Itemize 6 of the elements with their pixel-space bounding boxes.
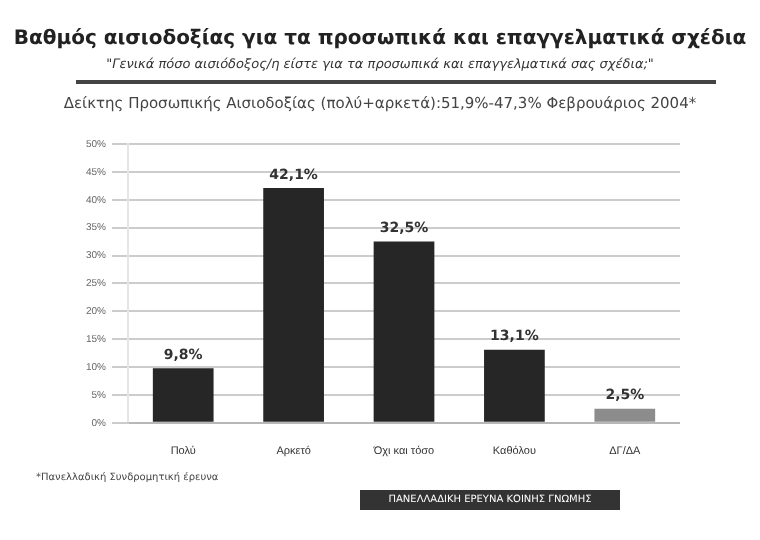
bar [152, 368, 214, 422]
bar [594, 408, 656, 422]
bar [484, 349, 545, 422]
chart-title: Βαθμός αισιοδοξίας για τα προσωπικά και επαγγελματικά σχέδια [11, 28, 749, 50]
bar [373, 241, 435, 422]
bar [263, 188, 324, 422]
